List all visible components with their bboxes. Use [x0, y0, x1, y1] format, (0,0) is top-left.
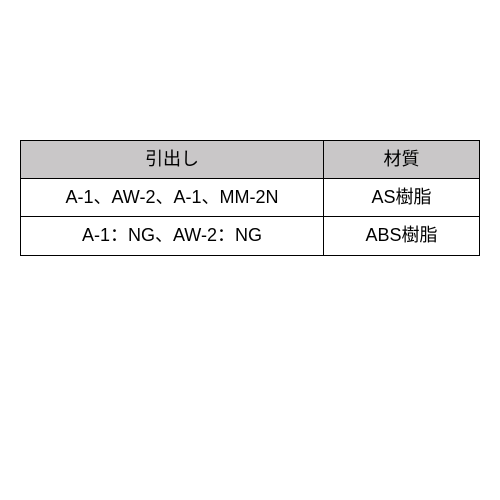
- col-header-material: 材質: [323, 141, 479, 179]
- cell-drawer: A-1：NG、AW-2：NG: [21, 217, 324, 255]
- table-row: A-1、AW-2、A-1、MM-2N AS樹脂: [21, 179, 480, 217]
- table-row: A-1：NG、AW-2：NG ABS樹脂: [21, 217, 480, 255]
- cell-material: AS樹脂: [323, 179, 479, 217]
- col-header-drawer: 引出し: [21, 141, 324, 179]
- spec-table: 引出し 材質 A-1、AW-2、A-1、MM-2N AS樹脂 A-1：NG、AW…: [20, 140, 480, 256]
- cell-drawer: A-1、AW-2、A-1、MM-2N: [21, 179, 324, 217]
- spec-table-container: 引出し 材質 A-1、AW-2、A-1、MM-2N AS樹脂 A-1：NG、AW…: [20, 140, 480, 256]
- page: 引出し 材質 A-1、AW-2、A-1、MM-2N AS樹脂 A-1：NG、AW…: [0, 0, 500, 500]
- cell-material: ABS樹脂: [323, 217, 479, 255]
- table-header-row: 引出し 材質: [21, 141, 480, 179]
